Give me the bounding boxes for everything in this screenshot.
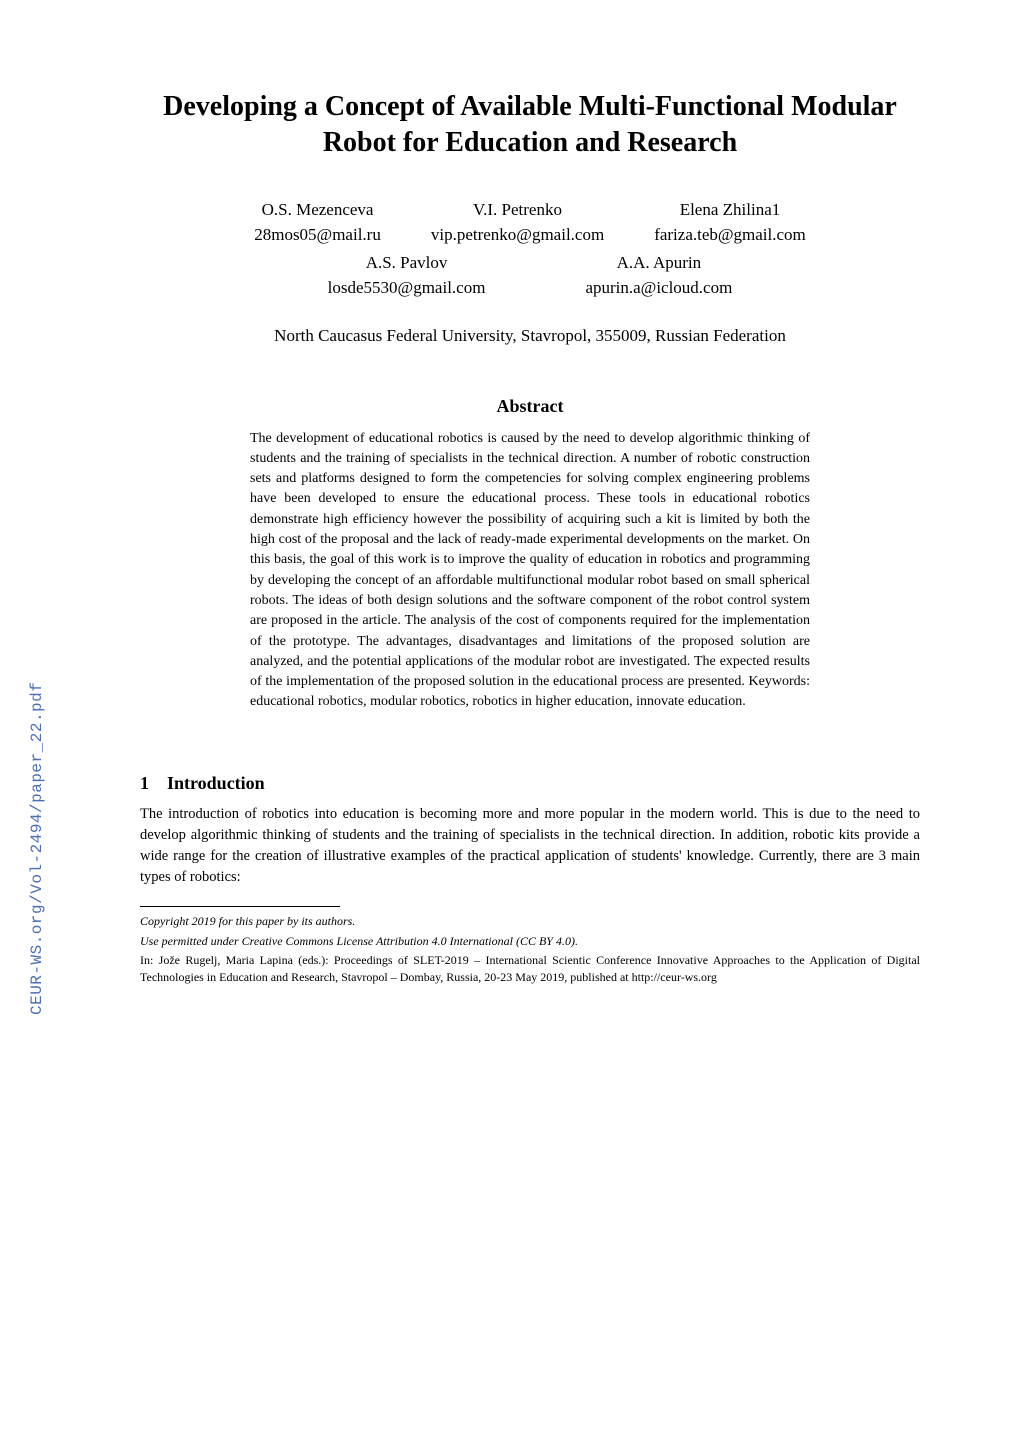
authors-block: O.S. Mezenceva 28mos05@mail.ru V.I. Petr… bbox=[140, 197, 920, 301]
footnote-copyright: Copyright 2019 for this paper by its aut… bbox=[140, 913, 920, 930]
affiliation: North Caucasus Federal University, Stavr… bbox=[140, 326, 920, 346]
paper-title: Developing a Concept of Available Multi-… bbox=[140, 89, 920, 162]
author-4: A.S. Pavlov losde5530@gmail.com bbox=[328, 250, 486, 301]
author-name: Elena Zhilina1 bbox=[680, 200, 781, 219]
section-number: 1 bbox=[140, 773, 149, 794]
abstract-heading: Abstract bbox=[140, 396, 920, 417]
author-email: 28mos05@mail.ru bbox=[254, 225, 381, 244]
page-content: Developing a Concept of Available Multi-… bbox=[0, 0, 1020, 1026]
author-name: A.A. Apurin bbox=[617, 253, 702, 272]
section-title: Introduction bbox=[167, 773, 265, 793]
author-name: O.S. Mezenceva bbox=[262, 200, 374, 219]
author-2: V.I. Petrenko vip.petrenko@gmail.com bbox=[431, 197, 604, 248]
footnote-license: Use permitted under Creative Commons Lic… bbox=[140, 933, 920, 950]
author-email: losde5530@gmail.com bbox=[328, 278, 486, 297]
author-row-1: O.S. Mezenceva 28mos05@mail.ru V.I. Petr… bbox=[140, 197, 920, 248]
author-1: O.S. Mezenceva 28mos05@mail.ru bbox=[254, 197, 381, 248]
section-1-heading: 1 Introduction bbox=[140, 773, 920, 794]
footnote-proceedings: In: Jože Rugelj, Maria Lapina (eds.): Pr… bbox=[140, 952, 920, 986]
author-email: vip.petrenko@gmail.com bbox=[431, 225, 604, 244]
author-name: A.S. Pavlov bbox=[366, 253, 448, 272]
ceur-link[interactable]: CEUR-WS.org/Vol-2494/paper_22.pdf bbox=[28, 682, 46, 1015]
author-5: A.A. Apurin apurin.a@icloud.com bbox=[585, 250, 732, 301]
author-row-2: A.S. Pavlov losde5530@gmail.com A.A. Apu… bbox=[140, 250, 920, 301]
sidebar-url[interactable]: CEUR-WS.org/Vol-2494/paper_22.pdf bbox=[28, 682, 46, 1015]
author-3: Elena Zhilina1 fariza.teb@gmail.com bbox=[654, 197, 806, 248]
author-email: apurin.a@icloud.com bbox=[585, 278, 732, 297]
footnote-rule bbox=[140, 906, 340, 907]
author-email: fariza.teb@gmail.com bbox=[654, 225, 806, 244]
section-1-body: The introduction of robotics into educat… bbox=[140, 804, 920, 888]
author-name: V.I. Petrenko bbox=[473, 200, 562, 219]
abstract-body: The development of educational robotics … bbox=[250, 429, 810, 713]
